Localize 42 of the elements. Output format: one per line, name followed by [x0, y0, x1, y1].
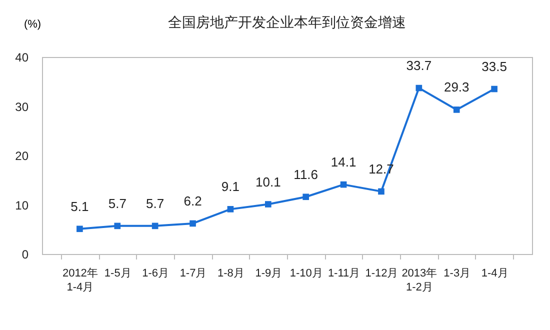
y-tick-label: 10	[15, 198, 29, 212]
x-tick-label: 1-12月	[365, 268, 398, 280]
x-tick-label: 1-5月	[104, 268, 132, 280]
data-label: 33.5	[482, 59, 507, 74]
data-label: 10.1	[256, 174, 281, 190]
point	[264, 201, 272, 208]
y-tick-label: 40	[15, 50, 29, 64]
point	[302, 194, 310, 200]
data-label: 33.7	[406, 58, 432, 74]
x-tick-label: 1-6月	[142, 268, 170, 280]
x-tick-label: 1-10月	[290, 268, 323, 280]
point	[152, 222, 158, 230]
point	[416, 84, 422, 92]
x-tick-label: 2013年 1-2月	[402, 268, 438, 294]
data-label: 5.7	[146, 196, 164, 211]
data-label: 5.7	[108, 196, 126, 211]
x-tick-label: 1-7月	[180, 268, 207, 280]
x-tick-label: 1-4月	[481, 268, 508, 280]
data-label: 5.1	[70, 198, 89, 214]
y-tick-label: 0	[22, 248, 29, 262]
point	[190, 220, 196, 227]
x-tick-label: 1-3月	[444, 268, 471, 280]
data-label: 11.6	[294, 166, 318, 182]
point	[378, 188, 384, 195]
data-label: 29.3	[444, 80, 470, 95]
point	[340, 181, 347, 188]
point	[453, 106, 460, 113]
data-label: 6.2	[184, 193, 202, 208]
data-label: 14.1	[330, 154, 356, 170]
x-tick-label: 1-8月	[218, 268, 244, 280]
point	[114, 222, 121, 230]
chart-title: 全国房地产开发企业本年到位资金增速	[168, 14, 406, 30]
x-tick-label: 1-9月	[255, 268, 282, 280]
point	[76, 226, 83, 232]
data-label: 9.1	[221, 179, 240, 194]
x-tick-label: 2012年 1-4月	[62, 268, 98, 294]
point	[491, 86, 498, 92]
point	[227, 206, 234, 212]
y-tick-label: 20	[15, 149, 29, 163]
y-tick-label: 30	[15, 100, 29, 114]
y-axis-title: (%)	[24, 18, 42, 30]
x-tick-label: 1-11月	[328, 268, 360, 280]
